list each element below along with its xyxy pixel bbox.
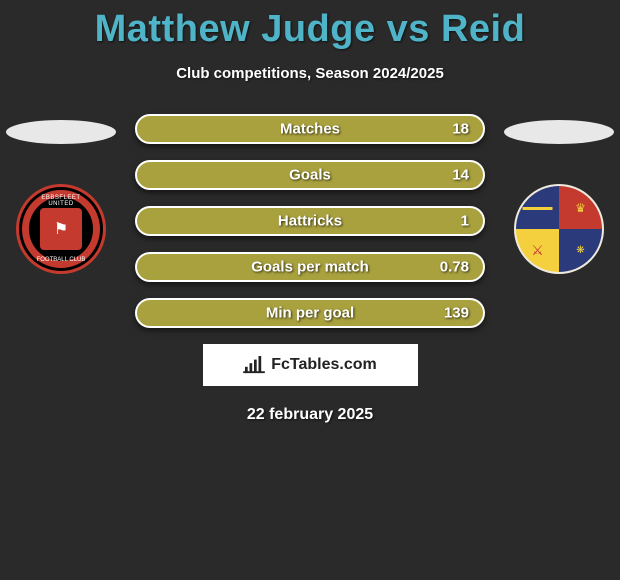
- stat-label: Min per goal: [266, 305, 354, 322]
- stat-label: Goals per match: [251, 259, 369, 276]
- comparison-panel: EBBSFLEET UNITED ⚑ FOOTBALL CLUB ▬▬▬ ♛ ⚔…: [0, 114, 620, 424]
- stat-value-right: 14: [452, 167, 469, 184]
- stat-value-right: 1: [461, 213, 469, 230]
- crest-quadrant-4: ❋: [559, 229, 602, 272]
- stat-label: Hattricks: [278, 213, 342, 230]
- crest-text-bottom: FOOTBALL CLUB: [29, 257, 93, 263]
- crest-quadrant-2: ♛: [559, 186, 602, 229]
- chart-icon: [243, 356, 265, 374]
- club-crest-right: ▬▬▬ ♛ ⚔ ❋: [514, 184, 604, 274]
- stat-row: Goals per match 0.78: [135, 252, 485, 282]
- stat-value-right: 18: [452, 121, 469, 138]
- stat-value-right: 0.78: [440, 259, 469, 276]
- player-silhouette-right: [504, 120, 614, 144]
- stat-row: Hattricks 1: [135, 206, 485, 236]
- stat-row: Min per goal 139: [135, 298, 485, 328]
- crest-quadrant-1: ▬▬▬: [516, 186, 559, 229]
- stat-label: Goals: [289, 167, 331, 184]
- club-crest-left: EBBSFLEET UNITED ⚑ FOOTBALL CLUB: [16, 184, 106, 274]
- brand-text: FcTables.com: [271, 356, 377, 374]
- player-silhouette-left: [6, 120, 116, 144]
- brand-badge: FcTables.com: [203, 344, 418, 386]
- crest-inner-icon: ⚑: [40, 208, 82, 250]
- crest-quadrant-3: ⚔: [516, 229, 559, 272]
- stats-bars: Matches 18 Goals 14 Hattricks 1 Goals pe…: [135, 114, 485, 328]
- stat-row: Matches 18: [135, 114, 485, 144]
- stat-value-right: 139: [444, 305, 469, 322]
- crest-ring: EBBSFLEET UNITED ⚑ FOOTBALL CLUB: [22, 190, 100, 268]
- subtitle: Club competitions, Season 2024/2025: [0, 65, 620, 82]
- crest-text-top: EBBSFLEET UNITED: [29, 195, 93, 207]
- stat-row: Goals 14: [135, 160, 485, 190]
- date-label: 22 february 2025: [0, 406, 620, 424]
- stat-label: Matches: [280, 121, 340, 138]
- page-title: Matthew Judge vs Reid: [0, 0, 620, 51]
